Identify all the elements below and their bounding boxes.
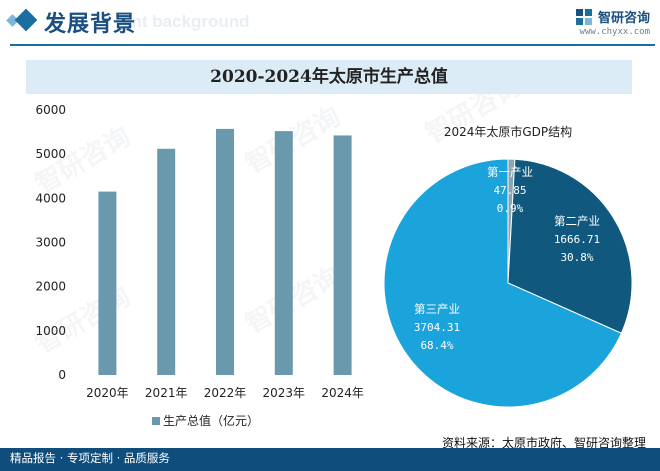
- page-header: ent background 发展背景 智研咨询 www.chyxx.com: [0, 0, 660, 44]
- y-tick-label: 0: [58, 368, 66, 382]
- bar: [98, 191, 117, 375]
- legend-swatch: [152, 417, 160, 425]
- pie-percent: 30.8%: [560, 251, 593, 264]
- y-tick-label: 1000: [35, 324, 66, 338]
- y-tick-label: 6000: [35, 103, 66, 117]
- pie-value: 3704.31: [414, 321, 460, 334]
- x-tick-label: 2024年: [321, 386, 364, 400]
- page-title: 发展背景: [44, 12, 137, 37]
- pie-value: 1666.71: [554, 233, 600, 246]
- bar-chart-title-band: 2020-2024年太原市生产总值: [26, 60, 632, 94]
- footer-tagline: 精品报告 · 专项定制 · 品质服务: [10, 451, 170, 465]
- pie-percent: 68.4%: [420, 339, 453, 352]
- brand: 智研咨询 www.chyxx.com: [575, 6, 650, 37]
- pie-value: 47.85: [493, 184, 526, 197]
- bar: [274, 131, 293, 375]
- bar: [216, 128, 234, 375]
- pie-label: 第三产业: [414, 302, 460, 316]
- pie-label: 第一产业: [487, 165, 533, 179]
- source-note: 资料来源：太原市政府、智研咨询整理: [441, 436, 646, 450]
- brand-name: 智研咨询: [597, 11, 650, 26]
- legend-label: 生产总值（亿元）: [163, 413, 259, 428]
- bar-chart-title: 2020-2024年太原市生产总值: [210, 67, 448, 87]
- x-tick-label: 2022年: [204, 386, 247, 400]
- pie-slice: [383, 158, 623, 408]
- pie-label: 第二产业: [554, 214, 600, 228]
- bar: [157, 148, 176, 375]
- x-tick-label: 2023年: [263, 386, 306, 400]
- page-subtitle: ent background: [122, 12, 250, 31]
- pie-slice: [507, 158, 633, 334]
- brand-logo-icon: [575, 8, 592, 25]
- bar: [333, 135, 352, 375]
- y-tick-label: 4000: [35, 191, 66, 205]
- y-tick-label: 3000: [35, 236, 66, 250]
- header-rule: [10, 44, 655, 46]
- pie-title: 2024年太原市GDP结构: [444, 124, 572, 139]
- pie-percent: 0.9%: [497, 202, 524, 215]
- x-tick-label: 2021年: [145, 386, 188, 400]
- brand-url: www.chyxx.com: [579, 27, 650, 37]
- x-tick-label: 2020年: [86, 386, 129, 400]
- footer-bar: [0, 448, 660, 471]
- y-tick-label: 2000: [35, 280, 66, 294]
- y-tick-label: 5000: [35, 147, 66, 161]
